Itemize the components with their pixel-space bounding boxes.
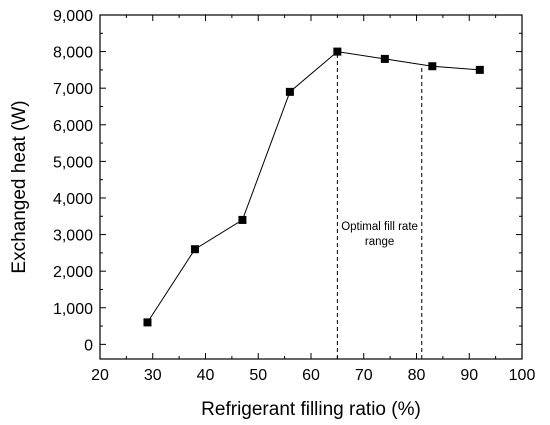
y-tick-label: 3,000 xyxy=(53,228,93,245)
axis-ticks-group: 20 30 40 50 60 70 80 90 100 0 1,000 2,000 3,000 4,000… xyxy=(53,8,535,384)
y-tick-label: 9,000 xyxy=(53,8,93,25)
y-tick-label: 2,000 xyxy=(53,264,93,281)
x-tick-label: 50 xyxy=(249,367,267,384)
data-point-marker xyxy=(238,215,247,224)
x-tick-label: 40 xyxy=(197,367,215,384)
x-tick-label: 100 xyxy=(509,367,536,384)
data-point-marker xyxy=(428,62,437,71)
annotation-line: range xyxy=(365,236,394,248)
data-point-marker xyxy=(475,65,484,74)
data-point-marker xyxy=(333,47,342,56)
plot-frame xyxy=(99,14,523,360)
y-tick-label: 7,000 xyxy=(53,81,93,98)
plot-frame-group xyxy=(99,14,523,360)
x-tick-label: 20 xyxy=(91,367,109,384)
x-tick-label: 60 xyxy=(302,367,320,384)
reference-lines-group xyxy=(336,51,423,359)
data-point-marker xyxy=(285,87,294,96)
x-tick-label: 30 xyxy=(144,367,162,384)
data-point-marker xyxy=(190,245,199,254)
series-line xyxy=(147,51,480,323)
y-tick-label: 5,000 xyxy=(53,154,93,171)
x-axis-title: Refrigerant filling ratio (%) xyxy=(201,399,421,420)
y-tick-label: 6,000 xyxy=(53,118,93,135)
data-point-marker xyxy=(143,318,152,327)
series-group xyxy=(143,47,484,327)
y-tick-label: 0 xyxy=(84,337,93,354)
x-tick-label: 90 xyxy=(460,367,478,384)
y-tick-label: 1,000 xyxy=(53,301,93,318)
annotation-line: Optimal fill rate xyxy=(341,221,418,233)
y-tick-label: 4,000 xyxy=(53,191,93,208)
y-axis-title: Exchanged heat (W) xyxy=(9,100,30,273)
data-point-marker xyxy=(380,54,389,63)
x-tick-label: 80 xyxy=(408,367,426,384)
annotation-text: Optimal fill rate range xyxy=(341,221,418,248)
x-tick-label: 70 xyxy=(355,367,373,384)
y-tick-label: 8,000 xyxy=(53,45,93,62)
